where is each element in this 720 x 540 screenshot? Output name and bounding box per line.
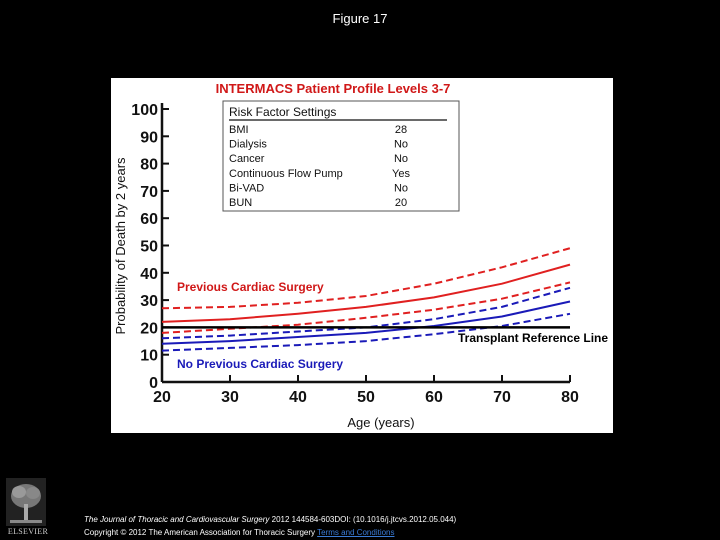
risk-factor-value: 20 (395, 197, 407, 209)
chart-svg: INTERMACS Patient Profile Levels 3-7 0 10… (113, 81, 608, 430)
x-tick-label: 30 (221, 389, 239, 406)
series-line-previous-cardiac-surgery-lower-cl (161, 281, 571, 334)
y-tick-label: 60 (140, 211, 158, 228)
axes: 0 10 20 30 40 50 60 70 80 90 100 20 30 40 50 60 70 80 (131, 102, 579, 406)
risk-factor-value: Yes (392, 168, 410, 180)
risk-table-rows: BMI 28 Dialysis No Cancer No Continuous Flow P… (229, 124, 410, 209)
terms-link[interactable]: Terms and Conditions (317, 528, 395, 537)
risk-factor-value: No (394, 139, 408, 151)
y-tick-label: 80 (140, 157, 158, 174)
x-tick-label: 40 (289, 389, 307, 406)
x-tick-label: 20 (153, 389, 171, 406)
x-tick-label: 60 (425, 389, 443, 406)
risk-factor-name: BMI (229, 124, 249, 136)
y-tick-label: 40 (140, 266, 158, 283)
series-line-no-previous-cardiac-surgery-lower-cl (161, 312, 571, 352)
elsevier-tree-logo (6, 478, 46, 526)
copyright-text: Copyright © 2012 The American Associatio… (84, 528, 316, 537)
series-lines (161, 247, 571, 352)
risk-factor-value: 28 (395, 124, 407, 136)
risk-table-border (222, 100, 460, 212)
risk-factor-name: Dialysis (229, 139, 267, 151)
y-tick-label: 0 (149, 375, 158, 392)
chart-panel: INTERMACS Patient Profile Levels 3-7 0 10… (111, 78, 613, 433)
y-tick-label: 100 (131, 102, 158, 119)
x-tick-label: 50 (357, 389, 375, 406)
x-tick-label: 70 (493, 389, 511, 406)
figure-title: Figure 17 (332, 11, 388, 26)
risk-factor-table: Risk Factor Settings BMI 28 Dialysis No Canc… (222, 100, 460, 212)
risk-table-header: Risk Factor Settings (229, 105, 336, 119)
chart-title: INTERMACS Patient Profile Levels 3-7 (216, 81, 451, 96)
x-axis-label: Age (years) (347, 415, 414, 430)
annotation-previous-surgery: Previous Cardiac Surgery (177, 280, 324, 294)
y-tick-label: 50 (140, 239, 158, 256)
annotation-transplant-reference: Transplant Reference Line (458, 331, 608, 345)
y-tick-label: 90 (140, 129, 158, 146)
y-axis-label: Probability of Death by 2 years (113, 157, 128, 335)
x-tick-label: 80 (561, 389, 579, 406)
series-line-previous-cardiac-surgery (161, 263, 571, 323)
citation: The Journal of Thoracic and Cardiovascul… (84, 515, 456, 524)
series-line-no-previous-cardiac-surgery (161, 300, 571, 345)
y-tick-label: 70 (140, 184, 158, 201)
publisher-logo-text: ELSEVIER (7, 527, 49, 536)
risk-factor-value: No (394, 153, 408, 165)
risk-factor-name: BUN (229, 197, 252, 209)
citation-details: 2012 144584-603DOI: (10.1016/j.jtcvs.201… (269, 515, 457, 524)
y-tick-label: 20 (140, 320, 158, 337)
series-line-previous-cardiac-surgery-upper-cl (161, 247, 571, 310)
annotation-no-previous-surgery: No Previous Cardiac Surgery (177, 357, 343, 371)
risk-factor-name: Continuous Flow Pump (229, 168, 343, 180)
journal-name: The Journal of Thoracic and Cardiovascul… (84, 515, 270, 524)
risk-factor-value: No (394, 182, 408, 194)
y-tick-label: 10 (140, 348, 158, 365)
risk-factor-name: Cancer (229, 153, 265, 165)
y-tick-label: 30 (140, 293, 158, 310)
risk-factor-name: Bi-VAD (229, 182, 264, 194)
copyright: Copyright © 2012 The American Associatio… (84, 528, 395, 537)
